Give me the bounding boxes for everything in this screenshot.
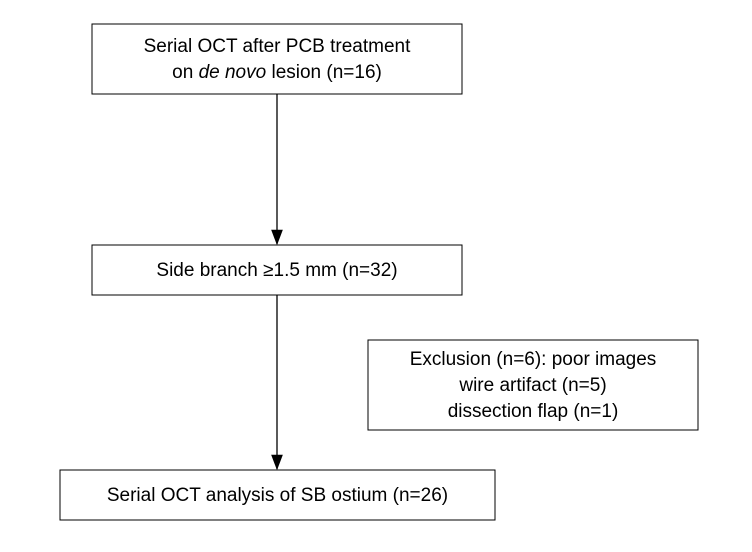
flowchart: Serial OCT after PCB treatment on de nov… <box>0 0 752 552</box>
node-exclusion: Exclusion (n=6): poor images wire artifa… <box>368 340 698 430</box>
exclusion-line2: wire artifact (n=5) <box>458 375 606 396</box>
box1-line1: Serial OCT after PCB treatment <box>144 36 412 57</box>
box2-line1: Side branch ≥1.5 mm (n=32) <box>156 260 397 281</box>
box-frame <box>92 24 462 94</box>
exclusion-line1: Exclusion (n=6): poor images <box>410 349 657 370</box>
box3-line1: Serial OCT analysis of SB ostium (n=26) <box>107 485 448 506</box>
node-final-analysis: Serial OCT analysis of SB ostium (n=26) <box>60 470 495 520</box>
node-initial-cohort: Serial OCT after PCB treatment on de nov… <box>92 24 462 94</box>
exclusion-line3: dissection flap (n=1) <box>448 401 619 422</box>
node-side-branch: Side branch ≥1.5 mm (n=32) <box>92 245 462 295</box>
box1-line2: on de novo lesion (n=16) <box>172 62 382 83</box>
